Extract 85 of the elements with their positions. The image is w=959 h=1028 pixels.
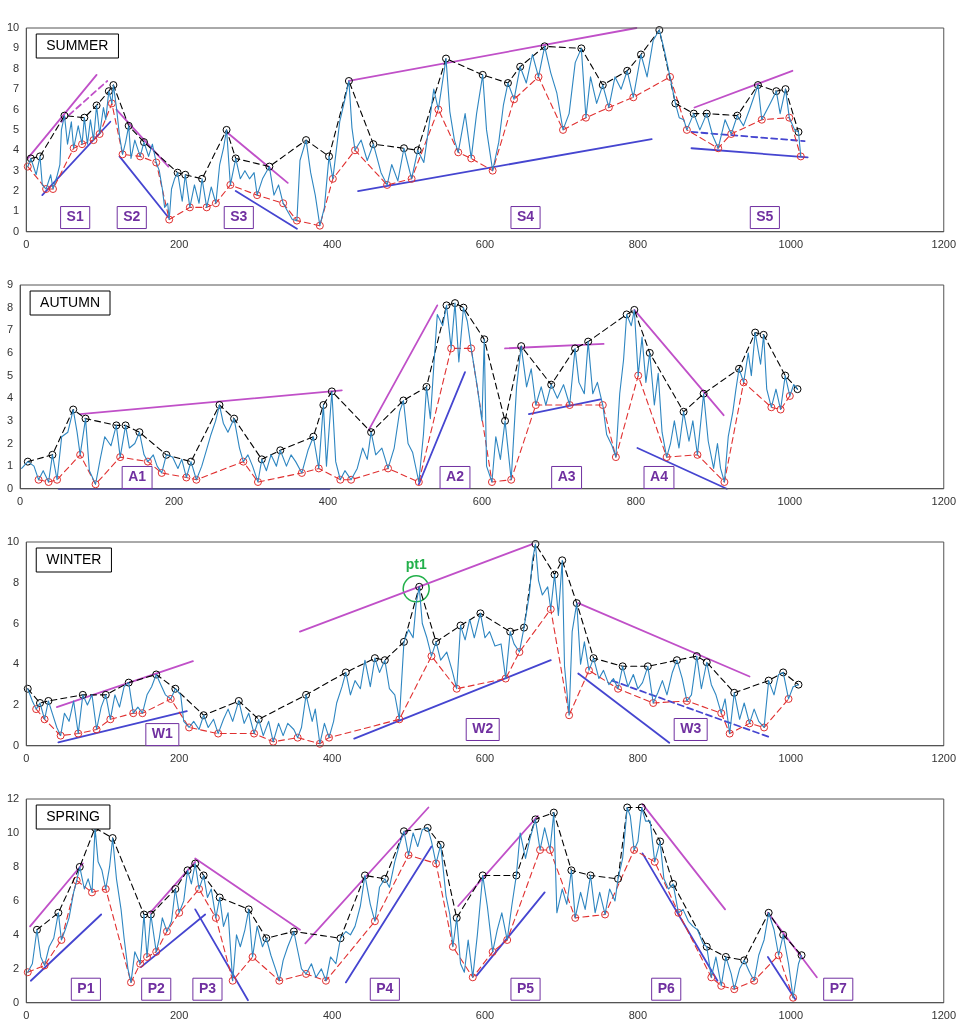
y-tick-label: 9 [13,41,20,54]
y-tick-label: 6 [13,893,20,906]
y-tick-label: 6 [13,616,20,629]
x-tick-label: 1000 [778,752,804,765]
annotation: A1 [128,468,147,485]
x-tick-label: 600 [475,238,495,251]
annotation: P5 [516,980,535,997]
y-tick-label: 10 [6,826,20,838]
series-label: pt1 [405,555,427,572]
annotation: S2 [123,208,141,225]
x-tick-label: 200 [169,1009,189,1022]
y-tick-label: 10 [6,535,20,548]
annotation: P7 [829,980,848,997]
y-tick-label: 1 [6,459,14,472]
x-tick-label: 600 [475,752,495,765]
x-tick-label: 1200 [931,752,957,765]
x-tick-label: 800 [628,238,648,251]
x-tick-label: 1200 [931,238,957,251]
x-tick-label: 200 [169,752,189,765]
annotation: S3 [230,208,248,225]
x-tick-label: 400 [322,1009,342,1022]
x-tick-label: 1000 [778,1009,804,1022]
y-tick-label: 7 [6,323,14,336]
annotation: P1 [77,980,95,997]
x-tick-label: 1200 [931,495,957,508]
annotation: W1 [151,725,174,742]
annotation: S4 [516,208,535,225]
x-tick-label: 600 [472,495,492,508]
annotation: P2 [147,980,165,997]
annotation: P3 [198,980,217,997]
y-tick-label: 0 [13,995,20,1008]
y-tick-label: 1 [13,204,20,217]
y-tick-label: 8 [6,300,14,313]
y-tick-label: 3 [6,413,14,426]
y-tick-label: 8 [13,575,20,588]
x-tick-label: 1000 [777,495,803,508]
annotation: A2 [446,468,465,485]
y-tick-label: 2 [13,698,20,711]
x-tick-label: 0 [23,752,30,765]
annotation: S1 [66,208,84,225]
y-tick-label: 6 [13,102,20,115]
text: WINTER [46,550,102,567]
y-tick-label: 9 [6,278,14,291]
x-tick-label: 200 [169,238,189,251]
y-tick-label: 0 [13,224,20,237]
y-tick-label: 3 [13,163,20,176]
x-tick-label: 800 [628,752,648,765]
x-tick-label: 1000 [778,238,804,251]
y-tick-label: 0 [6,481,14,494]
annotation: P4 [376,980,394,997]
y-tick-label: 5 [6,368,14,381]
x-tick-label: 200 [164,495,184,508]
y-tick-label: 8 [13,61,20,74]
x-tick-label: 0 [23,1009,30,1022]
x-tick-label: 400 [322,238,342,251]
y-tick-label: 4 [13,143,20,156]
y-tick-label: 10 [6,21,20,34]
x-tick-label: 0 [23,238,30,251]
text: SPRING [46,807,100,824]
y-tick-label: 8 [13,859,20,872]
x-tick-label: 800 [626,495,646,508]
annotation: A3 [557,468,576,485]
annotation: S5 [756,208,774,225]
x-tick-label: 1200 [931,1009,957,1022]
text: SUMMER [46,36,109,53]
annotation: A4 [650,468,669,485]
annotation: W2 [472,720,494,737]
annotation: W3 [680,720,702,737]
annotation: P6 [657,980,675,997]
x-tick-label: 400 [322,752,342,765]
y-tick-label: 2 [6,436,14,449]
y-tick-label: 0 [13,738,20,751]
y-tick-label: 2 [13,184,20,197]
y-tick-label: 12 [6,792,20,805]
x-tick-label: 400 [318,495,338,508]
y-tick-label: 6 [6,345,14,358]
y-tick-label: 5 [13,122,20,135]
y-tick-label: 7 [13,82,20,95]
y-tick-label: 4 [6,391,14,404]
y-tick-label: 4 [13,927,20,940]
text: AUTUMN [40,293,101,310]
y-tick-label: 4 [13,657,20,670]
y-tick-label: 2 [13,961,20,974]
x-tick-label: 600 [475,1009,495,1022]
x-tick-label: 800 [628,1009,648,1022]
